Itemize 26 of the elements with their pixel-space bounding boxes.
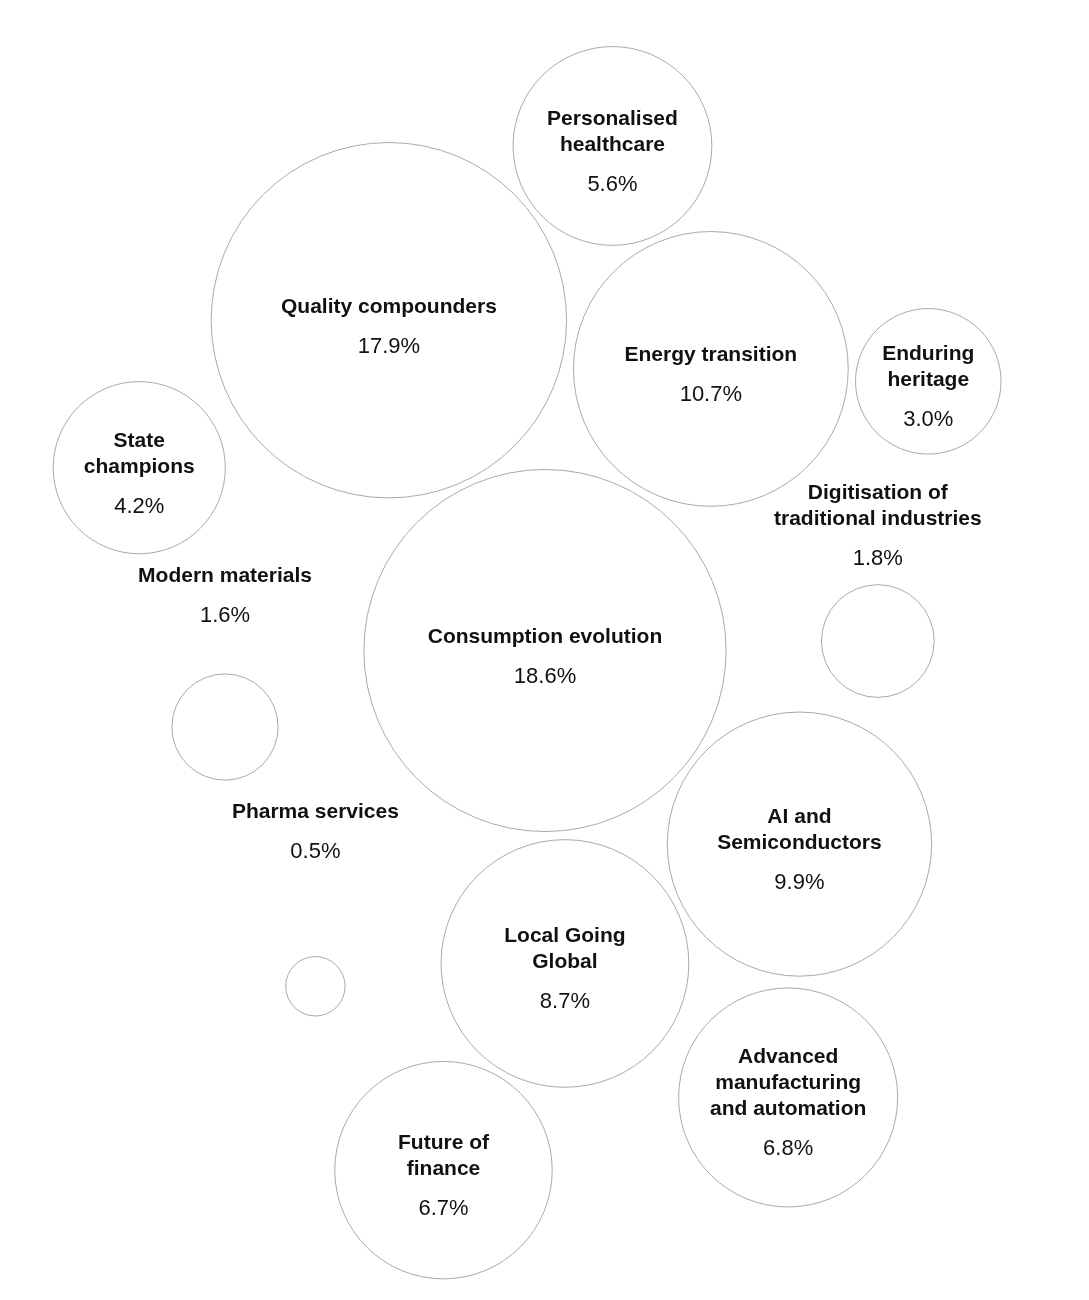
data-label: 1.8%	[852, 544, 903, 570]
category-label: Modern materials	[138, 562, 312, 586]
category-label: Enduring heritage	[882, 341, 975, 391]
data-label: 0.5%	[290, 837, 341, 863]
data-label: 3.0%	[903, 406, 954, 432]
category-label: Future of finance	[397, 1130, 490, 1180]
data-label: 17.9%	[357, 332, 421, 358]
data-label: 4.2%	[114, 492, 165, 518]
data-label: 6.8%	[763, 1134, 814, 1160]
category-label: State champions	[83, 427, 195, 477]
category-label: Pharma services	[231, 798, 399, 822]
category-label: Digitisation of traditional industries	[773, 479, 982, 529]
data-label: 10.7%	[679, 381, 743, 407]
category-label: Consumption evolution	[427, 624, 663, 647]
data-label: 6.7%	[418, 1195, 469, 1221]
category-label: Personalised healthcare	[547, 105, 678, 155]
data-label: 1.6%	[199, 601, 251, 627]
category-label: Advanced manufacturing and automation	[709, 1043, 867, 1119]
data-label: 18.6%	[513, 663, 577, 688]
data-label: 5.6%	[587, 170, 638, 196]
category-label: Quality compounders	[280, 293, 497, 317]
data-label: 8.7%	[539, 988, 591, 1014]
category-label: AI and Semiconductors	[717, 804, 882, 854]
category-label: Energy transition	[624, 342, 798, 366]
category-label: Local Going Global	[504, 923, 626, 973]
data-label: 9.9%	[774, 869, 825, 895]
